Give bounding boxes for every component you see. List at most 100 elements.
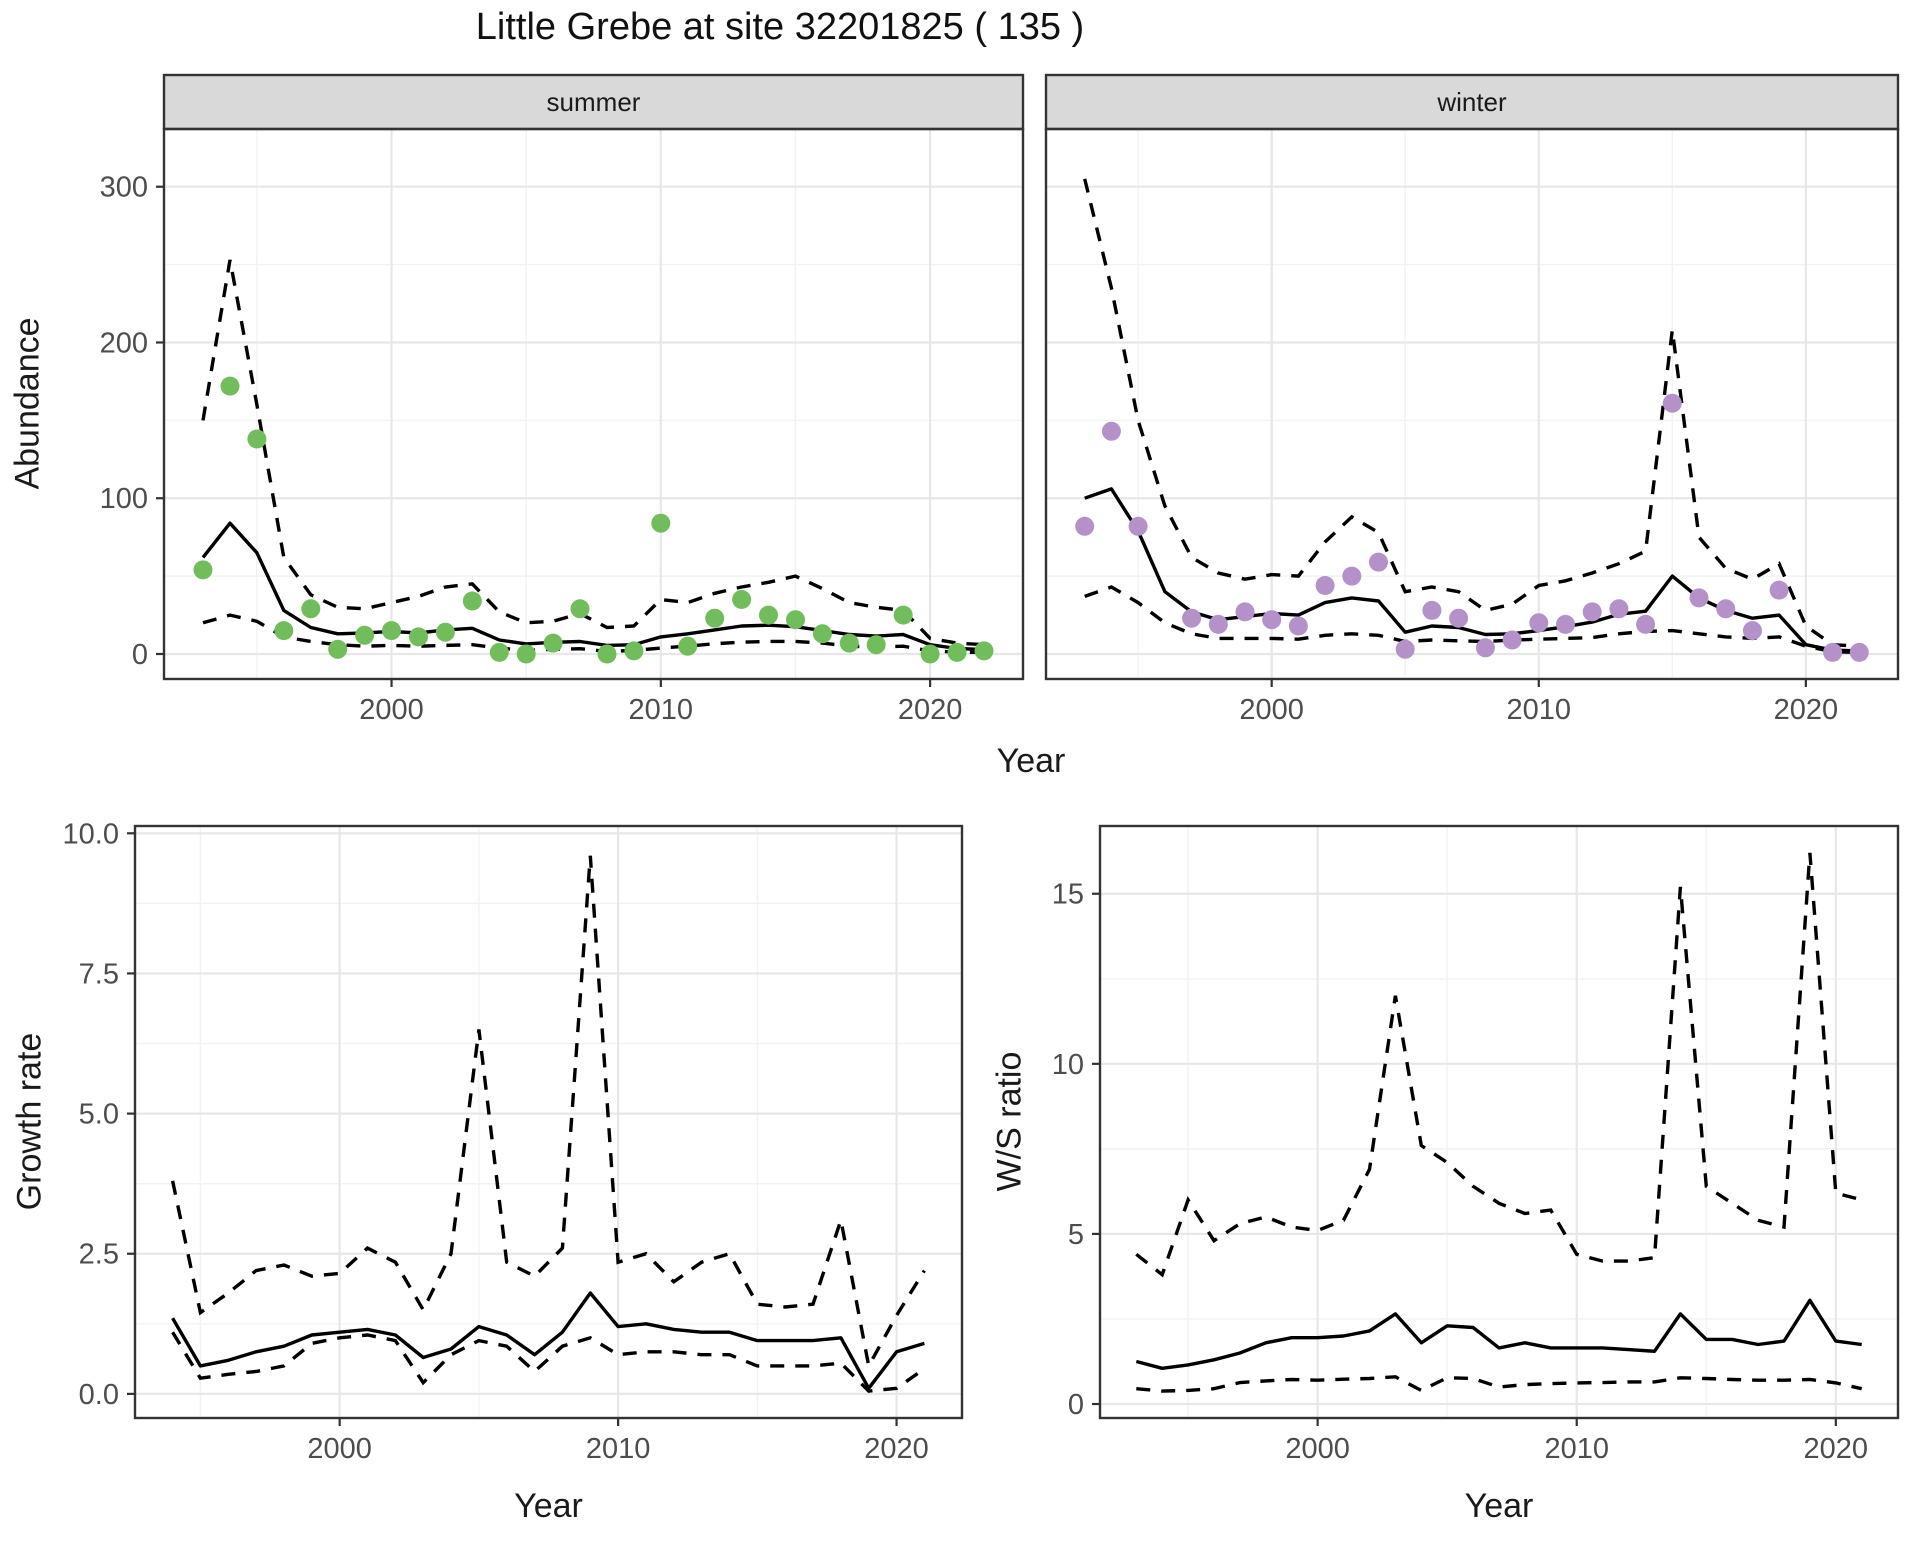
panel-border — [162, 127, 1025, 681]
y-tick-label: 0 — [1068, 1389, 1084, 1421]
observed-point — [1315, 576, 1335, 595]
observed-point — [1262, 610, 1282, 630]
observed-point — [328, 639, 348, 659]
panel-abundance-winter: 2000 2010 2020 — [1044, 73, 1900, 726]
observed-point — [678, 636, 698, 656]
fitted-line — [171, 1291, 925, 1390]
observed-point — [382, 621, 401, 641]
y-tick-label: 5.0 — [79, 1099, 119, 1131]
x-tick-label: 2010 — [1507, 694, 1572, 726]
observed-point — [920, 644, 940, 664]
panel-border — [1044, 127, 1900, 681]
x-tick-label: 2020 — [898, 694, 963, 726]
observed-point — [1475, 638, 1495, 658]
x-tick-label: 2020 — [1804, 1433, 1869, 1465]
observed-point — [1716, 599, 1736, 619]
observed-point — [489, 642, 509, 662]
observed-point — [247, 429, 267, 449]
y-tick-label: 10.0 — [63, 818, 119, 850]
facet-strip-rect — [1044, 73, 1900, 131]
ci-lower-line — [171, 1331, 926, 1393]
y-tick-label: 100 — [100, 483, 148, 515]
observed-point — [1636, 614, 1656, 634]
x-tick-label: 2010 — [629, 694, 694, 726]
x-tick-label: 2000 — [1239, 694, 1304, 726]
observed-point — [893, 605, 913, 625]
y-tick-label: 10 — [1052, 1049, 1084, 1081]
panel-border — [133, 824, 964, 1420]
observed-point — [1582, 602, 1602, 622]
observed-point — [1823, 642, 1843, 662]
panel-border — [1098, 824, 1900, 1420]
observed-point — [570, 599, 590, 619]
observed-point — [597, 644, 617, 664]
panel-background — [1046, 129, 1898, 679]
y-tick-label: 200 — [100, 327, 148, 359]
observed-point — [839, 633, 859, 653]
ci-upper-line — [170, 855, 926, 1371]
observed-point — [1101, 421, 1121, 441]
observed-point — [193, 560, 213, 580]
x-tick-label: 2020 — [864, 1433, 929, 1465]
observed-point — [1742, 621, 1762, 641]
observed-point — [1235, 602, 1255, 622]
y-tick-label: 2.5 — [79, 1239, 119, 1271]
observed-point — [301, 599, 321, 619]
x-tick-label: 2020 — [1774, 694, 1839, 726]
observed-point — [462, 591, 482, 611]
observed-point — [1395, 639, 1415, 659]
observed-point — [220, 376, 240, 396]
observed-point — [786, 610, 805, 630]
observed-point — [651, 513, 671, 533]
observed-point — [274, 621, 294, 641]
y-tick-label: 300 — [100, 172, 148, 204]
observed-point — [812, 624, 832, 644]
observed-point — [1849, 642, 1869, 662]
observed-point — [355, 625, 375, 645]
observed-point — [624, 641, 644, 661]
observed-point — [1208, 614, 1228, 634]
ci-upper-line — [1083, 178, 1860, 648]
observed-point — [866, 635, 886, 655]
observed-point — [732, 590, 752, 609]
ci-lower-line — [1084, 585, 1860, 655]
y-tick-label: 15 — [1052, 879, 1084, 911]
observed-point — [409, 627, 428, 647]
fitted-line — [1135, 1298, 1862, 1370]
panel-background — [164, 129, 1023, 679]
y-tick-label: 5 — [1068, 1219, 1084, 1251]
ci-upper-line — [1135, 852, 1863, 1278]
observed-point — [1609, 599, 1629, 619]
y-tick-label: 0 — [132, 639, 148, 671]
observed-point — [543, 633, 563, 653]
observed-point — [705, 608, 725, 628]
y-tick-label: 7.5 — [79, 958, 119, 990]
x-tick-label: 2000 — [359, 694, 424, 726]
ci-lower-line — [1136, 1375, 1863, 1393]
observed-point — [1075, 516, 1095, 536]
panel-growth-rate: 2000 2010 2020 0.0 2.5 5.0 7.5 10.0 — [63, 818, 964, 1465]
observed-point — [1449, 608, 1469, 628]
facet-strip-rect — [162, 73, 1025, 131]
observed-point — [1689, 588, 1709, 608]
y-tick-label: 0.0 — [79, 1379, 119, 1411]
observed-point — [974, 641, 994, 661]
observed-point — [947, 642, 967, 662]
x-tick-label: 2010 — [1544, 1433, 1609, 1465]
observed-point — [1369, 552, 1388, 572]
panel-ws-ratio: 2000 2010 2020 0 5 10 15 — [1052, 824, 1900, 1465]
observed-point — [1182, 608, 1202, 628]
ci-upper-line — [201, 259, 985, 647]
observed-point — [1128, 516, 1148, 536]
x-tick-label: 2000 — [307, 1433, 372, 1465]
observed-point — [1342, 566, 1362, 586]
x-tick-label: 2010 — [586, 1433, 651, 1465]
panel-abundance-summer: 2000 2010 2020 0 100 200 300 — [100, 73, 1025, 726]
observed-point — [1422, 600, 1442, 620]
observed-point — [435, 622, 455, 642]
observed-point — [1288, 616, 1308, 636]
observed-point — [1769, 580, 1789, 600]
panel-background — [135, 826, 962, 1418]
observed-point — [1502, 630, 1522, 650]
